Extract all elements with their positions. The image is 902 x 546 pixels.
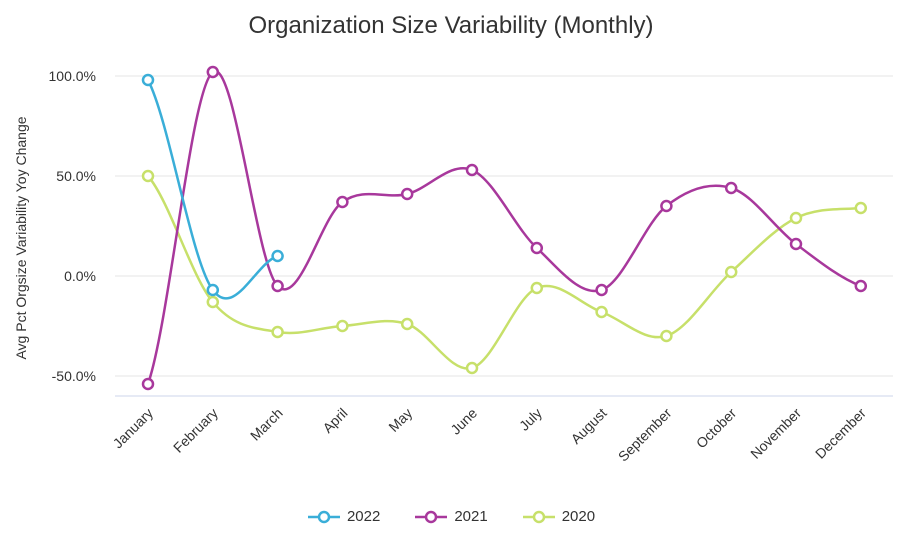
series-2020: [141, 169, 868, 375]
x-tick-label: October: [693, 405, 740, 452]
legend-label: 2021: [454, 508, 488, 525]
x-tick-label: July: [516, 405, 545, 434]
data-point[interactable]: [854, 201, 868, 215]
data-point[interactable]: [141, 169, 155, 183]
legend-item-2020[interactable]: 2020: [522, 508, 595, 525]
data-point[interactable]: [206, 65, 220, 79]
data-point[interactable]: [530, 241, 544, 255]
data-point[interactable]: [595, 283, 608, 297]
y-tick-label: 0.0%: [64, 268, 96, 284]
legend-label: 2022: [346, 508, 381, 525]
data-point[interactable]: [465, 163, 479, 177]
x-tick-label: January: [110, 405, 157, 452]
data-point[interactable]: [271, 249, 284, 263]
y-tick-label: 50.0%: [56, 168, 96, 184]
legend-swatch-icon: [415, 510, 448, 523]
data-point[interactable]: [336, 195, 349, 209]
data-point[interactable]: [854, 279, 868, 293]
data-point[interactable]: [595, 305, 608, 319]
legend: 2022 2021 2020: [0, 508, 902, 525]
y-tick-label: 100.0%: [49, 68, 96, 84]
legend-swatch-icon: [522, 510, 555, 523]
y-axis-title: Avg Pct Orgsize Variability Yoy Change: [13, 116, 29, 359]
legend-label: 2020: [561, 508, 596, 525]
data-point[interactable]: [530, 281, 544, 295]
data-point[interactable]: [336, 319, 349, 333]
chart-title: Organization Size Variability (Monthly): [248, 12, 654, 39]
grid-lines: [115, 75, 893, 377]
data-point[interactable]: [271, 279, 284, 293]
series-line: [146, 79, 279, 300]
data-point[interactable]: [660, 329, 673, 343]
data-point[interactable]: [789, 211, 803, 225]
x-tick-label: February: [170, 405, 221, 456]
x-tick-label: September: [615, 405, 675, 465]
series-2021: [141, 65, 868, 391]
x-tick-label: August: [568, 405, 610, 447]
y-tick-label: -50.0%: [52, 368, 96, 384]
x-tick-label: April: [319, 405, 350, 436]
data-point[interactable]: [724, 181, 738, 195]
x-tick-label: May: [385, 405, 415, 435]
data-point[interactable]: [465, 361, 479, 375]
legend-item-2021[interactable]: 2021: [414, 508, 488, 525]
series-lines: [141, 65, 868, 391]
data-point[interactable]: [400, 187, 414, 201]
data-point[interactable]: [271, 325, 284, 339]
x-tick-label: November: [747, 405, 804, 462]
x-tick-label: June: [447, 405, 480, 438]
data-point[interactable]: [141, 377, 155, 391]
data-point[interactable]: [141, 73, 155, 87]
y-axis-ticks: 100.0% 50.0% 0.0% -50.0%: [49, 68, 96, 384]
x-tick-label: March: [247, 405, 286, 444]
x-axis-ticks: January February March April May June July Augu…: [110, 405, 870, 465]
legend-swatch-icon: [307, 510, 340, 523]
x-tick-label: December: [812, 405, 869, 462]
series-line: [146, 70, 862, 385]
data-point[interactable]: [724, 265, 738, 279]
data-point[interactable]: [789, 237, 803, 251]
series-2022: [141, 73, 284, 300]
legend-item-2022[interactable]: 2022: [307, 508, 380, 525]
data-point[interactable]: [206, 295, 220, 309]
data-point[interactable]: [660, 199, 673, 213]
data-point[interactable]: [400, 317, 414, 331]
data-point[interactable]: [206, 283, 220, 297]
